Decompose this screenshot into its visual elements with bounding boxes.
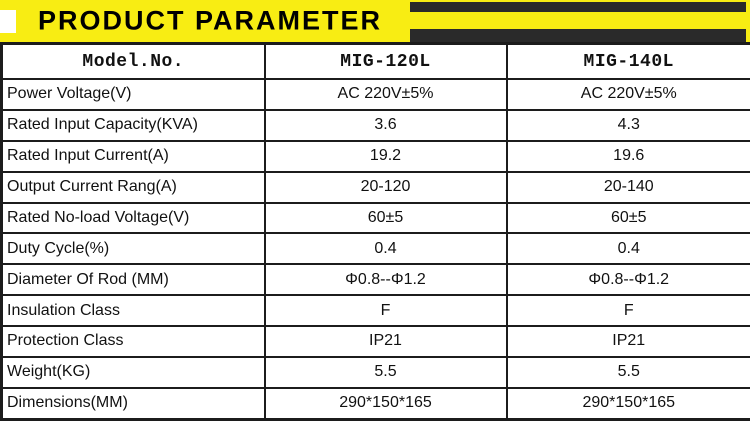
table-row: Dimensions(MM) 290*150*165 290*150*165 (0, 386, 750, 421)
param-value: IP21 (263, 325, 508, 358)
param-label: Rated Input Current(A) (0, 139, 266, 173)
table-row: Weight(KG) 5.5 5.5 (0, 355, 750, 389)
column-header-model-no: Model.No. (0, 42, 266, 80)
table-row: Rated Input Current(A) 19.2 19.6 (0, 139, 750, 173)
param-value: 290*150*165 (505, 386, 750, 421)
param-value: 0.4 (263, 232, 508, 266)
param-label: Weight(KG) (0, 355, 266, 389)
param-label: Output Current Rang(A) (0, 170, 266, 204)
page-title: PRODUCT PARAMETER (38, 5, 382, 36)
banner-stripe-bottom (410, 29, 746, 42)
param-label: Rated No-load Voltage(V) (0, 201, 266, 235)
param-value: IP21 (505, 325, 750, 358)
param-value: 20-140 (505, 170, 750, 204)
param-label: Dimensions(MM) (0, 386, 266, 421)
param-label: Duty Cycle(%) (0, 232, 266, 266)
table-row: Output Current Rang(A) 20-120 20-140 (0, 170, 750, 204)
param-value: 3.6 (263, 108, 508, 142)
param-value: 19.6 (505, 139, 750, 173)
param-label: Protection Class (0, 325, 266, 358)
param-value: F (505, 294, 750, 327)
banner: PRODUCT PARAMETER (0, 0, 750, 42)
table-row: Rated No-load Voltage(V) 60±5 60±5 (0, 201, 750, 235)
table-row: Insulation Class F F (0, 294, 750, 327)
banner-stripe-top (410, 2, 746, 12)
product-parameter-table: Model.No. MIG-120L MIG-140L Power Voltag… (0, 42, 750, 421)
table-row: Protection Class IP21 IP21 (0, 325, 750, 358)
param-value: 19.2 (263, 139, 508, 173)
param-label: Power Voltage(V) (0, 78, 266, 111)
table-header-row: Model.No. MIG-120L MIG-140L (0, 42, 750, 80)
table-row: Duty Cycle(%) 0.4 0.4 (0, 232, 750, 266)
table-row: Rated Input Capacity(KVA) 3.6 4.3 (0, 108, 750, 142)
param-value: 0.4 (505, 232, 750, 266)
param-value: Φ0.8--Φ1.2 (505, 263, 750, 297)
param-value: 5.5 (505, 355, 750, 389)
param-value: F (263, 294, 508, 327)
param-label: Insulation Class (0, 294, 266, 327)
param-label: Rated Input Capacity(KVA) (0, 108, 266, 142)
param-value: AC 220V±5% (505, 78, 750, 111)
banner-white-accent (0, 10, 16, 33)
param-value: Φ0.8--Φ1.2 (263, 263, 508, 297)
table-row: Power Voltage(V) AC 220V±5% AC 220V±5% (0, 78, 750, 111)
column-header-mig-140l: MIG-140L (505, 42, 750, 80)
param-value: 60±5 (505, 201, 750, 235)
param-value: 20-120 (263, 170, 508, 204)
param-value: 5.5 (263, 355, 508, 389)
param-label: Diameter Of Rod (MM) (0, 263, 266, 297)
param-value: 4.3 (505, 108, 750, 142)
param-value: 60±5 (263, 201, 508, 235)
param-value: 290*150*165 (263, 386, 508, 421)
table-row: Diameter Of Rod (MM) Φ0.8--Φ1.2 Φ0.8--Φ1… (0, 263, 750, 297)
param-value: AC 220V±5% (263, 78, 508, 111)
column-header-mig-120l: MIG-120L (263, 42, 508, 80)
